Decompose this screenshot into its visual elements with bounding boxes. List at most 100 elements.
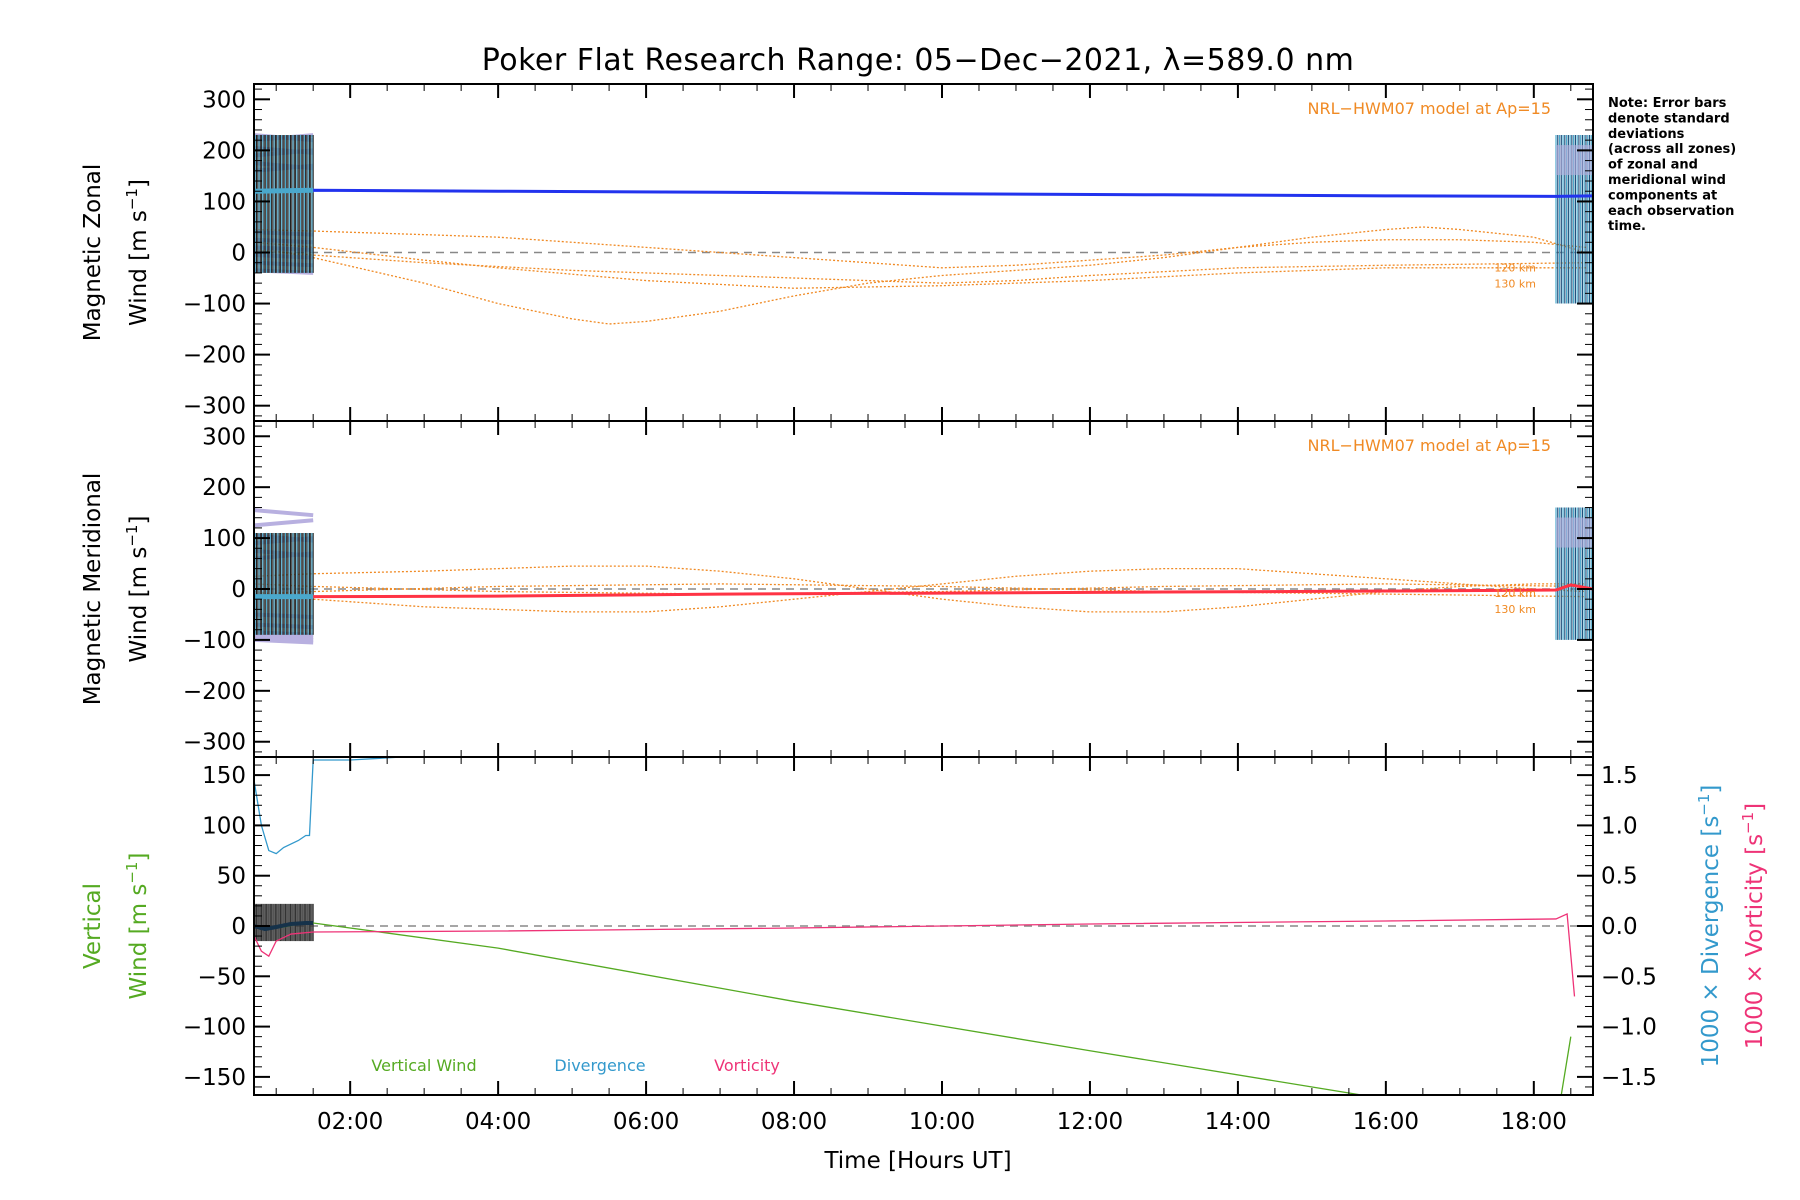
model-altitude-tag: 130 km — [1494, 603, 1536, 616]
x-tick-label: 06:00 — [613, 1109, 679, 1135]
note-line: components at — [1608, 188, 1717, 203]
note-line: (across all zones) — [1608, 142, 1736, 157]
y-tick-label: 0 — [231, 241, 246, 267]
right-y-tick-label: −1.5 — [1601, 1065, 1657, 1091]
right-y-tick-label: 1.5 — [1601, 763, 1638, 789]
model-altitude-tag: 120 km — [1494, 587, 1536, 600]
x-tick-label: 16:00 — [1353, 1109, 1419, 1135]
y-tick-label: 200 — [202, 475, 246, 501]
y-tick-label: −100 — [183, 1015, 246, 1041]
y-axis-label-line2: Wind [m s−1] — [123, 179, 152, 326]
y-axis-label-text: Wind [m s — [126, 210, 152, 326]
plot-area — [254, 133, 1593, 325]
error-band-upper — [254, 518, 314, 528]
y-axis-label-line1: Magnetic Meridional — [80, 473, 106, 706]
divergence-line — [254, 757, 402, 855]
model-curve — [254, 226, 1586, 325]
y-tick-label: 200 — [202, 138, 246, 164]
x-axis-label: Time [Hours UT] — [823, 1148, 1011, 1174]
right-y-tick-label: 0.5 — [1601, 864, 1638, 890]
legend-item: Vertical Wind — [371, 1056, 476, 1075]
x-tick-label: 02:00 — [317, 1109, 383, 1135]
y-tick-label: 100 — [202, 189, 246, 215]
right-axis-label-divergence-text: 1000 × Divergence [s — [1698, 816, 1724, 1068]
error-band-lower — [254, 635, 314, 642]
y-tick-label: −300 — [183, 394, 246, 420]
plot-area — [254, 507, 1593, 645]
plot-area — [254, 757, 1593, 1095]
panel-zonal: 300 200 100 0 −100 −200 −300 Magnetic Zonal Wind… — [80, 83, 1594, 422]
y-axis-label-line2: Wind [m s−1] — [123, 516, 152, 663]
y-axis-label-text: Wind [m s — [126, 547, 152, 663]
mean-marker — [254, 187, 314, 194]
y-tick-label: 300 — [202, 87, 246, 113]
right-axis-label-divergence-sup: −1 — [1695, 794, 1713, 816]
vertical-mean-line — [254, 920, 314, 932]
x-tick-label: 04:00 — [465, 1109, 531, 1135]
right-axis-label-vorticity-close: ] — [1742, 803, 1768, 812]
y-axis-label-close: ] — [126, 516, 152, 525]
model-curve — [254, 241, 1586, 289]
model-curve — [254, 228, 1586, 269]
right-y-tick-label: −1.0 — [1601, 1015, 1657, 1041]
y-axis-label-line1: Magnetic Zonal — [80, 164, 106, 342]
y-axis-label-line2: Wind [m s−1] — [123, 853, 152, 1000]
error-band-lower — [254, 632, 314, 640]
y-tick-label: 100 — [202, 813, 246, 839]
x-tick-label: 08:00 — [761, 1109, 827, 1135]
note-line: of zonal and — [1608, 158, 1698, 173]
panel-meridional: 300 200 100 0 −100 −200 −300 Magnetic Meridiona… — [80, 420, 1594, 758]
model-curve — [254, 583, 1586, 598]
model-label: NRL−HWM07 model at Ap=15 — [1308, 436, 1551, 455]
y-tick-label: 50 — [217, 864, 246, 890]
y-tick-label: 0 — [231, 577, 246, 603]
y-axis-label-sup: −1 — [123, 525, 141, 547]
y-tick-label: −50 — [197, 964, 246, 990]
y-tick-label: −100 — [183, 292, 246, 318]
y-tick-label: 150 — [202, 763, 246, 789]
x-tick-label: 14:00 — [1205, 1109, 1271, 1135]
y-tick-label: 300 — [202, 424, 246, 450]
vertical-wind-line — [254, 922, 1572, 1095]
y-axis-label-close: ] — [126, 853, 152, 862]
x-tick-label: 18:00 — [1501, 1109, 1567, 1135]
y-tick-label: −100 — [183, 628, 246, 654]
right-axis-label-vorticity: 1000 × Vorticity [s−1] — [1739, 803, 1768, 1049]
model-label: NRL−HWM07 model at Ap=15 — [1308, 99, 1551, 118]
y-axis-label-text: Wind [m s — [126, 884, 152, 1000]
y-axis-label-line1: Vertical — [80, 883, 106, 969]
y-axis-label-sup: −1 — [123, 862, 141, 884]
right-y-tick-label: −0.5 — [1601, 964, 1657, 990]
zonal-wind-line — [254, 188, 1593, 198]
meridional-wind-line — [254, 583, 1593, 599]
figure-title: Poker Flat Research Range: 05−Dec−2021, … — [482, 43, 1355, 78]
y-tick-label: 0 — [231, 914, 246, 940]
right-axis-label-vorticity-text: 1000 × Vorticity [s — [1742, 834, 1768, 1049]
right-axis-label-divergence-close: ] — [1698, 785, 1724, 794]
y-axis-label-close: ] — [126, 179, 152, 188]
y-tick-label: −200 — [183, 679, 246, 705]
error-band-upper — [254, 508, 314, 518]
model-curve — [254, 565, 1586, 613]
model-curve — [254, 249, 1586, 284]
legend-item: Divergence — [554, 1056, 645, 1075]
note-line: denote standard — [1608, 111, 1730, 126]
vorticity-line — [254, 912, 1576, 997]
note-line: deviations — [1608, 127, 1685, 142]
note-line: each observation — [1608, 204, 1734, 219]
right-axis-label-divergence: 1000 × Divergence [s−1] — [1695, 785, 1724, 1068]
note-line: Note: Error bars — [1608, 96, 1727, 111]
model-altitude-tag: 120 km — [1494, 261, 1536, 274]
y-tick-label: 100 — [202, 526, 246, 552]
error-band-late — [1556, 517, 1593, 548]
right-axis-label-vorticity-sup: −1 — [1739, 812, 1757, 834]
x-tick-label: 10:00 — [909, 1109, 975, 1135]
y-tick-label: −300 — [183, 730, 246, 756]
note-line: time. — [1608, 219, 1646, 234]
y-tick-label: −150 — [183, 1065, 246, 1091]
y-tick-label: −200 — [183, 343, 246, 369]
model-curve — [254, 567, 1586, 613]
